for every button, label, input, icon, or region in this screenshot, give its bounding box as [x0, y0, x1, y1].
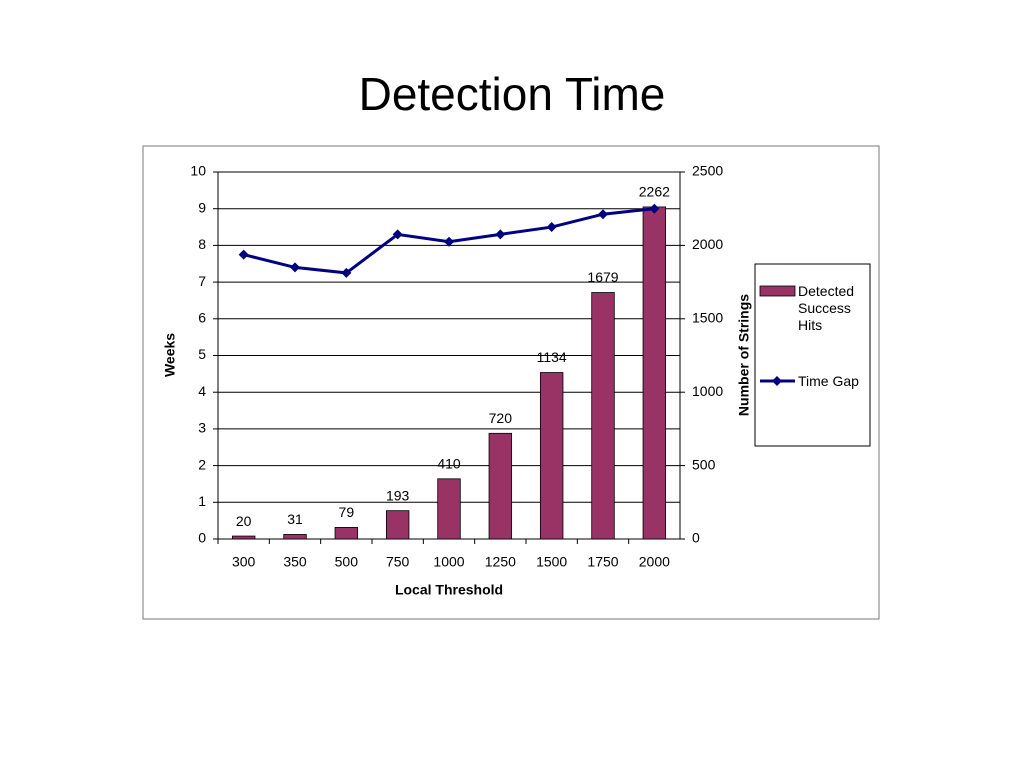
legend-swatch-marker	[772, 376, 782, 386]
x-tick-label: 500	[335, 554, 359, 570]
bar-value-label: 193	[386, 487, 410, 503]
bar-value-label: 410	[437, 456, 461, 472]
y2-tick-label: 2500	[692, 163, 723, 179]
y2-tick-label: 0	[692, 530, 700, 546]
y-tick-label: 6	[198, 310, 206, 326]
bar	[539, 372, 564, 540]
y-axis-label: Weeks	[162, 333, 178, 377]
chart-title: Detection Time	[359, 68, 666, 120]
x-tick-label: 350	[283, 554, 307, 570]
y-tick-label: 9	[198, 199, 206, 215]
line-marker	[341, 267, 352, 278]
bar-value-label: 1679	[587, 269, 618, 285]
y-tick-label: 3	[198, 420, 206, 436]
y-tick-label: 1	[198, 493, 206, 509]
y-tick-label: 8	[198, 236, 206, 252]
y2-tick-label: 500	[692, 456, 716, 472]
x-tick-label: 1750	[587, 554, 618, 570]
y2-axis-label: Number of Strings	[736, 294, 752, 416]
x-tick-label: 1000	[433, 554, 464, 570]
line-marker	[649, 203, 660, 214]
bar	[283, 534, 307, 540]
y2-tick-label: 1000	[692, 383, 723, 399]
legend-swatch	[759, 285, 796, 297]
line-marker	[290, 262, 300, 273]
y-tick-label: 4	[198, 383, 206, 399]
bar	[231, 535, 256, 540]
bar	[437, 478, 461, 540]
x-tick-label: 1250	[485, 554, 516, 570]
line-marker	[444, 236, 454, 247]
x-tick-label: 2000	[639, 554, 670, 570]
x-axis-label: Local Threshold	[395, 582, 503, 598]
y2-tick-label: 2000	[692, 236, 723, 252]
y-tick-label: 5	[198, 346, 206, 362]
bar-value-label: 2262	[639, 184, 670, 200]
y-tick-label: 7	[198, 273, 206, 289]
line-marker	[546, 222, 557, 233]
line-marker	[392, 229, 403, 240]
line-marker	[495, 229, 506, 240]
bar	[385, 510, 410, 540]
bar-value-label: 20	[236, 513, 252, 529]
bar	[488, 432, 513, 540]
bar-value-label: 31	[287, 511, 303, 527]
legend-label: Time Gap	[798, 373, 859, 389]
legend-label: Detected Success Hits	[798, 283, 855, 333]
x-tick-label: 750	[386, 554, 410, 570]
bar-value-label: 1134	[537, 349, 567, 365]
bar	[642, 206, 667, 540]
line-marker	[238, 249, 249, 260]
x-tick-label: 300	[232, 554, 256, 570]
bar-value-label: 720	[489, 410, 513, 426]
y-tick-label: 0	[198, 530, 206, 546]
y-tick-label: 10	[190, 163, 206, 179]
y2-tick-label: 1500	[692, 310, 723, 326]
y-tick-label: 2	[198, 456, 206, 472]
x-tick-label: 1500	[536, 554, 567, 570]
bar	[334, 527, 359, 540]
line-marker	[598, 209, 608, 220]
bar	[591, 292, 615, 540]
bar-value-label: 79	[339, 504, 355, 520]
